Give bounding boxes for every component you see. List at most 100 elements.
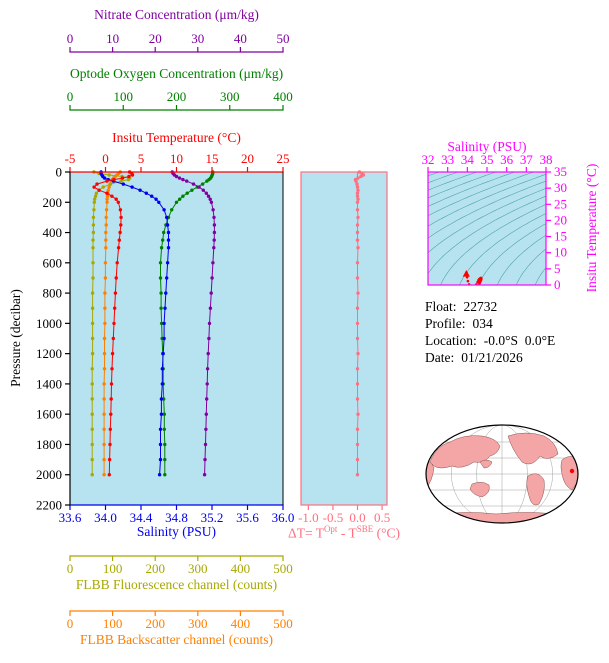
svg-text:1200: 1200 — [36, 346, 62, 361]
delta-plot-area — [301, 172, 387, 505]
svg-text:15: 15 — [206, 151, 219, 166]
series-delta_t — [353, 170, 366, 477]
map-outline — [425, 424, 579, 524]
temperature-axis-title: Insitu Temperature (°C) — [112, 130, 241, 145]
svg-text:500: 500 — [273, 561, 293, 576]
ts-salinity-axis-title: Salinity (PSU) — [447, 139, 527, 154]
svg-text:0: 0 — [554, 277, 561, 292]
sigma-contours — [428, 172, 546, 285]
svg-text:20: 20 — [149, 31, 162, 46]
float-label: Float: — [425, 299, 457, 314]
profile-series — [90, 170, 217, 477]
svg-text:35: 35 — [481, 152, 494, 167]
svg-text:100: 100 — [114, 89, 134, 104]
svg-text:1800: 1800 — [36, 437, 62, 452]
float-location-marker — [569, 468, 575, 474]
profile-label: Profile: — [425, 316, 466, 331]
main-plot-area — [70, 172, 283, 505]
location-line: Location: -0.0°S 0.0°E — [425, 333, 555, 349]
location-value: -0.0°S 0.0°E — [483, 333, 556, 348]
svg-text:32: 32 — [422, 152, 435, 167]
fluorescence-axis-title: FLBB Fluorescence channel (counts) — [75, 577, 278, 592]
series-nitrate — [170, 170, 217, 477]
svg-text:37: 37 — [520, 152, 534, 167]
series-salinity — [99, 170, 171, 477]
svg-text:200: 200 — [43, 195, 63, 210]
svg-text:10: 10 — [554, 245, 567, 260]
svg-text:34.8: 34.8 — [165, 510, 188, 525]
temperature-axis: -5 0 5 10 15 20 25 — [65, 151, 290, 173]
svg-text:33: 33 — [441, 152, 454, 167]
svg-text:0: 0 — [67, 561, 74, 576]
svg-text:15: 15 — [554, 229, 567, 244]
ts-surface-marker — [462, 270, 470, 277]
svg-text:400: 400 — [43, 225, 63, 240]
date-line: Date: 01/21/2026 — [425, 350, 555, 366]
svg-text:-1.0: -1.0 — [298, 510, 319, 525]
svg-text:34.0: 34.0 — [94, 510, 117, 525]
svg-text:100: 100 — [103, 561, 123, 576]
svg-text:0: 0 — [67, 616, 74, 631]
backscatter-axis: 0 100 200 300 400 500 — [67, 610, 293, 631]
salinity-axis-title: Salinity (PSU) — [136, 524, 217, 539]
svg-text:0.5: 0.5 — [374, 510, 390, 525]
svg-text:300: 300 — [188, 561, 208, 576]
svg-text:10: 10 — [106, 31, 119, 46]
ts-plot-area — [428, 172, 546, 285]
svg-text:200: 200 — [167, 89, 187, 104]
svg-text:400: 400 — [231, 561, 251, 576]
svg-text:0: 0 — [56, 165, 63, 180]
float-info-block: Float: 22732 Profile: 034 Location: -0.0°S … — [425, 299, 555, 367]
profile-value: 034 — [472, 316, 493, 331]
salinity-axis: 33.6 34.0 34.4 34.8 35.2 35.6 36.0 — [59, 504, 295, 525]
svg-text:50: 50 — [277, 31, 290, 46]
delta-axis: -1.0 -0.5 0.0 0.5 — [298, 171, 390, 525]
svg-text:0.0: 0.0 — [349, 510, 365, 525]
svg-text:400: 400 — [231, 616, 251, 631]
delta-series — [353, 170, 366, 477]
svg-text:35.2: 35.2 — [201, 510, 224, 525]
svg-text:30: 30 — [191, 31, 204, 46]
svg-text:0: 0 — [67, 89, 74, 104]
profile-line: Profile: 034 — [425, 316, 555, 332]
oxygen-axis: 0 100 200 300 400 — [67, 89, 293, 111]
svg-text:5: 5 — [138, 151, 145, 166]
svg-text:5: 5 — [554, 261, 561, 276]
svg-text:1600: 1600 — [36, 407, 62, 422]
svg-text:25: 25 — [554, 196, 567, 211]
float-value: 22732 — [463, 299, 498, 314]
svg-text:20: 20 — [554, 212, 567, 227]
pressure-axis: 0 200 400 600 800 1000 1200 1400 1600 1800 2000 220… — [36, 165, 71, 513]
svg-text:35: 35 — [554, 164, 567, 179]
svg-text:200: 200 — [145, 616, 165, 631]
svg-text:500: 500 — [273, 616, 293, 631]
svg-text:34.4: 34.4 — [130, 510, 153, 525]
svg-text:34: 34 — [461, 152, 475, 167]
svg-text:36.0: 36.0 — [272, 510, 295, 525]
svg-text:100: 100 — [103, 616, 123, 631]
delta-t-axis-title: ΔT= TOpt - TSBE (°C) — [288, 524, 400, 541]
svg-text:-5: -5 — [65, 151, 76, 166]
svg-text:20: 20 — [241, 151, 254, 166]
float-id-line: Float: 22732 — [425, 299, 555, 315]
svg-text:10: 10 — [170, 151, 183, 166]
pressure-axis-title: Pressure (decibar) — [8, 289, 23, 387]
svg-text:400: 400 — [273, 89, 293, 104]
svg-text:0: 0 — [67, 31, 74, 46]
svg-text:2000: 2000 — [36, 467, 62, 482]
svg-text:300: 300 — [220, 89, 240, 104]
backscatter-axis-title: FLBB Backscatter channel (counts) — [79, 632, 274, 647]
svg-text:2200: 2200 — [36, 498, 62, 513]
svg-text:35.6: 35.6 — [236, 510, 259, 525]
svg-text:38: 38 — [540, 152, 553, 167]
svg-text:300: 300 — [188, 616, 208, 631]
svg-text:33.6: 33.6 — [59, 510, 82, 525]
svg-text:600: 600 — [43, 255, 63, 270]
world-map — [425, 424, 579, 524]
svg-text:1000: 1000 — [36, 316, 62, 331]
date-value: 01/21/2026 — [461, 350, 523, 365]
svg-text:1400: 1400 — [36, 376, 62, 391]
svg-text:-0.5: -0.5 — [323, 510, 344, 525]
